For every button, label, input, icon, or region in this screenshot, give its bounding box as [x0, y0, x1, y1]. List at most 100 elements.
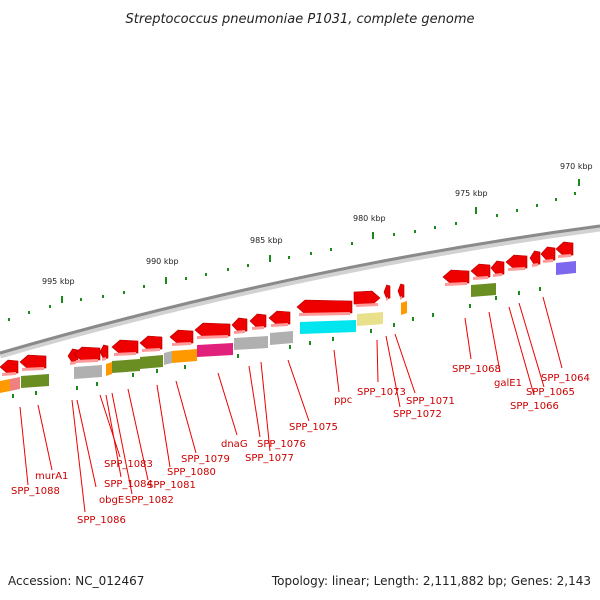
- leader-line: [175, 380, 197, 454]
- cog-bar: [270, 331, 293, 345]
- label-leader-lines: [19, 296, 563, 513]
- gene-arrow: [490, 260, 505, 276]
- gene-arrow-shade: [2, 372, 16, 376]
- leader-line: [71, 399, 86, 513]
- gene-arrow-shade: [70, 361, 76, 365]
- gene-label: SPP_1064: [541, 373, 590, 384]
- gene-label: SPP_1068: [452, 364, 501, 375]
- cog-track: [0, 261, 576, 398]
- cog-bar: [471, 283, 496, 297]
- gene-arrow: [397, 283, 405, 299]
- leader-line: [376, 339, 379, 383]
- scale-label-990: 990 kbp: [146, 257, 179, 266]
- cog-bar: [106, 362, 112, 376]
- gene-label: SPP_1083: [104, 459, 153, 470]
- cog-bar: [172, 349, 197, 363]
- gene-arrow: [19, 354, 47, 370]
- gene-labels: murA1 SPP_1088 obgE SPP_1086 SPP_1083 SPP_108…: [11, 364, 590, 526]
- gene-arrow: [268, 310, 291, 326]
- scale-label-995: 995 kbp: [42, 277, 75, 286]
- cog-bar: [556, 261, 576, 275]
- scale-label-975: 975 kbp: [455, 189, 488, 198]
- leader-line: [105, 394, 122, 478]
- gene-label: dnaG: [221, 439, 248, 450]
- scale-label-985: 985 kbp: [250, 236, 283, 245]
- gene-label: ppc: [334, 395, 352, 406]
- gene-arrow: [470, 263, 491, 279]
- scale-label-980: 980 kbp: [353, 214, 386, 223]
- leader-line: [508, 306, 535, 396]
- scale-labels: 970 kbp 975 kbp 980 kbp 985 kbp 990 kbp …: [42, 162, 593, 286]
- leader-line: [542, 296, 563, 369]
- gene-label: SPP_1073: [357, 387, 406, 398]
- gene-arrow-shade: [197, 335, 228, 339]
- leader-line: [385, 335, 401, 408]
- gene-arrow: [194, 322, 231, 338]
- gene-arrow: [169, 329, 194, 345]
- leader-line: [111, 392, 133, 495]
- scale-label-970: 970 kbp: [560, 162, 593, 171]
- gene-arrow-shade: [532, 263, 538, 267]
- leader-line: [518, 302, 545, 388]
- gene-arrow: [383, 284, 391, 300]
- gene-arrow: [529, 250, 541, 266]
- leader-line: [464, 317, 472, 360]
- gene-arrow-shade: [493, 273, 502, 277]
- leader-line: [99, 394, 121, 458]
- gene-arrow: [296, 299, 353, 315]
- gene-arrow-shade: [356, 303, 378, 307]
- gene-arrow-shade: [400, 296, 402, 300]
- cog-bar: [21, 374, 49, 388]
- cog-bar: [140, 355, 163, 369]
- gene-label: SPP_1075: [289, 422, 338, 433]
- gene-label: SPP_1082: [125, 495, 174, 506]
- gene-label: SPP_1080: [167, 467, 216, 478]
- gene-label: SPP_1086: [77, 515, 126, 526]
- cog-bar: [74, 365, 102, 379]
- cog-bar: [164, 351, 172, 365]
- leader-line: [127, 388, 149, 481]
- accession-text: Accession: NC_012467: [8, 574, 144, 588]
- leader-line: [260, 361, 271, 452]
- gene-arrow-shade: [252, 326, 264, 330]
- gene-arrow-shade: [445, 282, 467, 286]
- gene-track: [0, 241, 574, 376]
- gene-arrow: [442, 269, 470, 285]
- gene-label: galE1: [494, 378, 522, 389]
- gene-arrow-shade: [386, 297, 388, 301]
- gene-label: SPP_1088: [11, 486, 60, 497]
- gene-arrow-shade: [102, 357, 106, 361]
- gene-arrow: [540, 246, 556, 262]
- gene-label: SPP_1079: [181, 454, 230, 465]
- gene-arrow-shade: [172, 342, 191, 346]
- gene-arrow: [505, 254, 528, 270]
- leader-line: [19, 406, 29, 486]
- leader-line: [394, 333, 416, 394]
- gene-arrow-shade: [473, 276, 488, 280]
- gene-arrow-shade: [558, 254, 571, 258]
- gene-arrow-shade: [76, 359, 98, 363]
- gene-arrow-shade: [22, 367, 44, 371]
- gene-arrow-shade: [114, 352, 136, 356]
- leader-line: [37, 404, 53, 471]
- gene-label: SPP_1066: [510, 401, 559, 412]
- genome-backbone: [0, 224, 600, 359]
- gene-arrow: [99, 344, 109, 360]
- gene-label: SPP_1065: [526, 387, 575, 398]
- gene-arrow-shade: [142, 348, 160, 352]
- gene-arrow: [249, 313, 267, 329]
- gene-label: obgE: [99, 495, 124, 506]
- gene-label: SPP_1076: [257, 439, 306, 450]
- gene-label: SPP_1077: [245, 453, 294, 464]
- scale-ticks: [8, 179, 580, 321]
- cog-bar: [0, 379, 10, 393]
- gene-arrow-shade: [508, 267, 525, 271]
- gene-arrow-shade: [543, 259, 553, 263]
- gene-arrow: [111, 339, 139, 355]
- cog-bar: [112, 359, 140, 373]
- leader-line: [488, 311, 501, 373]
- leader-line: [156, 384, 171, 468]
- gene-label: SPP_1081: [147, 480, 196, 491]
- leader-line: [333, 349, 340, 393]
- gene-label: SPP_1072: [393, 409, 442, 420]
